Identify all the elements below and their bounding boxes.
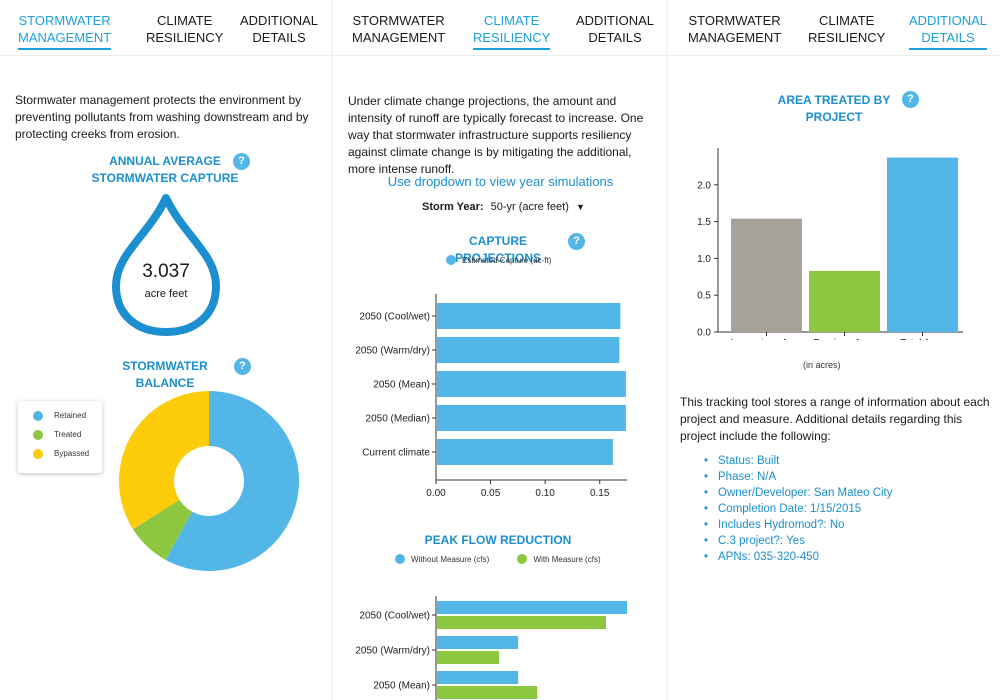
retained-slice [165, 391, 299, 571]
legend-item-retained: Retained [33, 411, 86, 421]
list-item: Phase: N/A [704, 469, 893, 485]
tab-stormwater-management[interactable]: STORMWATER MANAGEMENT [18, 13, 112, 50]
tab-climate-resiliency[interactable]: CLIMATE RESILIENCY [146, 13, 224, 45]
tab-additional-details[interactable]: ADDITIONAL DETAILS [240, 13, 319, 45]
with-measure-swatch [517, 554, 528, 564]
capture-unit: acre feet [144, 288, 188, 300]
category-label: Impervious Area [730, 338, 803, 340]
chevron-down-icon: ▼ [575, 202, 585, 212]
balance-legend: Retained Treated Bypassed [18, 401, 102, 473]
climate-resiliency-panel: STORMWATER MANAGEMENT CLIMATE RESILIENCY A… [333, 0, 666, 700]
x-tick-label: 0.10 [535, 488, 555, 498]
x-tick-label: 0.05 [481, 488, 501, 498]
stormwater-balance-donut [119, 391, 299, 571]
bar [437, 651, 500, 664]
bar [437, 686, 538, 699]
category-label: Current climate [362, 448, 430, 459]
retained-swatch [33, 411, 43, 421]
additional-details-panel: STORMWATER MANAGEMENT CLIMATE RESILIENCY A… [668, 0, 1000, 700]
category-label: 2050 (Cool/wet) [359, 312, 430, 323]
intro-text: Stormwater management protects the envir… [15, 93, 309, 141]
x-tick-label: 0.00 [426, 488, 446, 498]
bar [437, 439, 613, 465]
y-tick-label: 0.5 [697, 291, 711, 302]
peak-flow-title: Peak Flow Reduction [424, 533, 572, 547]
x-tick-label: 0.15 [590, 488, 610, 498]
y-tick-label: 1.0 [697, 254, 711, 265]
tab-stormwater-management[interactable]: STORMWATER MANAGEMENT [688, 13, 782, 45]
capture-projections-legend: Estimated Capture (ac-ft) [446, 255, 551, 266]
tab-additional-details[interactable]: ADDITIONAL DETAILS [576, 13, 655, 45]
legend-item-bypassed: Bypassed [33, 449, 89, 459]
bar [437, 371, 626, 397]
area-treated-title: Area Treated by Project [777, 93, 891, 124]
details-intro: This tracking tool stores a range of inf… [680, 395, 990, 443]
capture-projections-chart: 2050 (Cool/wet) 2050 (Warm/dry) 2050 (Mean… [355, 294, 627, 498]
tab-stormwater-management[interactable]: STORMWATER MANAGEMENT [352, 13, 446, 45]
bar [887, 157, 958, 332]
without-measure-swatch [395, 554, 405, 564]
capture-title: Annual Average Stormwater Capture [91, 154, 239, 185]
capture-help-icon[interactable]: ? [233, 153, 250, 170]
peak-flow-chart: 2050 (Cool/wet) 2050 (Warm/dry) 2050 (Mean… [355, 596, 627, 700]
y-tick-label: 0.0 [697, 328, 711, 339]
intro-text: Under climate change projections, the am… [348, 94, 644, 176]
area-treated-chart: 0.0 0.5 1.0 1.5 2.0 Impervious Area Pervious A… [697, 148, 963, 340]
bar [437, 671, 519, 684]
list-item: C.3 project?: Yes [704, 533, 893, 549]
bar [437, 636, 519, 649]
category-label: 2050 (Cool/wet) [359, 611, 430, 622]
bypassed-slice [119, 391, 209, 530]
category-label: 2050 (Warm/dry) [355, 646, 430, 657]
bar [809, 270, 880, 332]
list-item: Owner/Developer: San Mateo City [704, 485, 892, 501]
details-list: Status: Built Phase: N/A Owner/Developer… [704, 453, 893, 565]
storm-year-dropdown[interactable]: Storm Year: 50-yr (acre feet) ▼ [422, 201, 585, 213]
bar [437, 616, 606, 629]
treated-swatch [33, 430, 43, 440]
treated-slice [133, 499, 193, 560]
tab-climate-resiliency[interactable]: CLIMATE RESILIENCY [473, 13, 551, 50]
storm-year-label: Storm Year: [422, 201, 484, 213]
legend-item-treated: Treated [33, 430, 81, 440]
tab-bar: STORMWATER MANAGEMENT CLIMATE RESILIENCY A… [333, 0, 666, 56]
list-item: Includes Hydromod?: No [704, 517, 893, 533]
tab-additional-details[interactable]: ADDITIONAL DETAILS [909, 13, 988, 50]
category-label: Pervious Area [813, 338, 876, 340]
tab-climate-resiliency[interactable]: CLIMATE RESILIENCY [808, 13, 886, 45]
capture-value: 3.037 [142, 261, 190, 282]
bar [437, 601, 627, 614]
peak-flow-legend: Without Measure (cfs) With Measure (cfs) [395, 554, 601, 565]
tab-bar: STORMWATER MANAGEMENT CLIMATE RESILIENCY A… [668, 0, 1000, 56]
category-label: 2050 (Warm/dry) [355, 346, 430, 357]
balance-title: Stormwater Balance [122, 359, 208, 390]
y-tick-label: 1.5 [697, 217, 711, 228]
estimated-capture-swatch [446, 255, 456, 265]
bar [437, 337, 620, 363]
y-tick-label: 2.0 [697, 180, 711, 191]
category-label: 2050 (Mean) [373, 380, 430, 391]
category-label: Total Area [900, 338, 945, 340]
list-item: Status: Built [704, 453, 893, 469]
capture-projections-title: Capture Projections [454, 234, 541, 265]
bar [731, 218, 802, 332]
balance-help-icon[interactable]: ? [234, 358, 251, 375]
bar [437, 303, 621, 329]
area-treated-help-icon[interactable]: ? [902, 91, 919, 108]
water-drop-icon [112, 194, 220, 336]
area-unit-note: (in acres) [803, 360, 841, 370]
bar [437, 405, 626, 431]
list-item: Completion Date: 1/15/2015 [704, 501, 893, 517]
tab-bar: STORMWATER MANAGEMENT CLIMATE RESILIENCY A… [0, 0, 331, 56]
capture-projections-help-icon[interactable]: ? [568, 233, 585, 250]
storm-year-value: 50-yr (acre feet) [490, 201, 569, 213]
dropdown-prompt: Use dropdown to view year simulations [387, 174, 614, 189]
category-label: 2050 (Median) [366, 414, 430, 425]
list-item: APNs: 035-320-450 [704, 549, 893, 565]
bypassed-swatch [33, 449, 43, 459]
category-label: 2050 (Mean) [373, 681, 430, 692]
stormwater-management-panel: STORMWATER MANAGEMENT CLIMATE RESILIENCY A… [0, 0, 331, 700]
